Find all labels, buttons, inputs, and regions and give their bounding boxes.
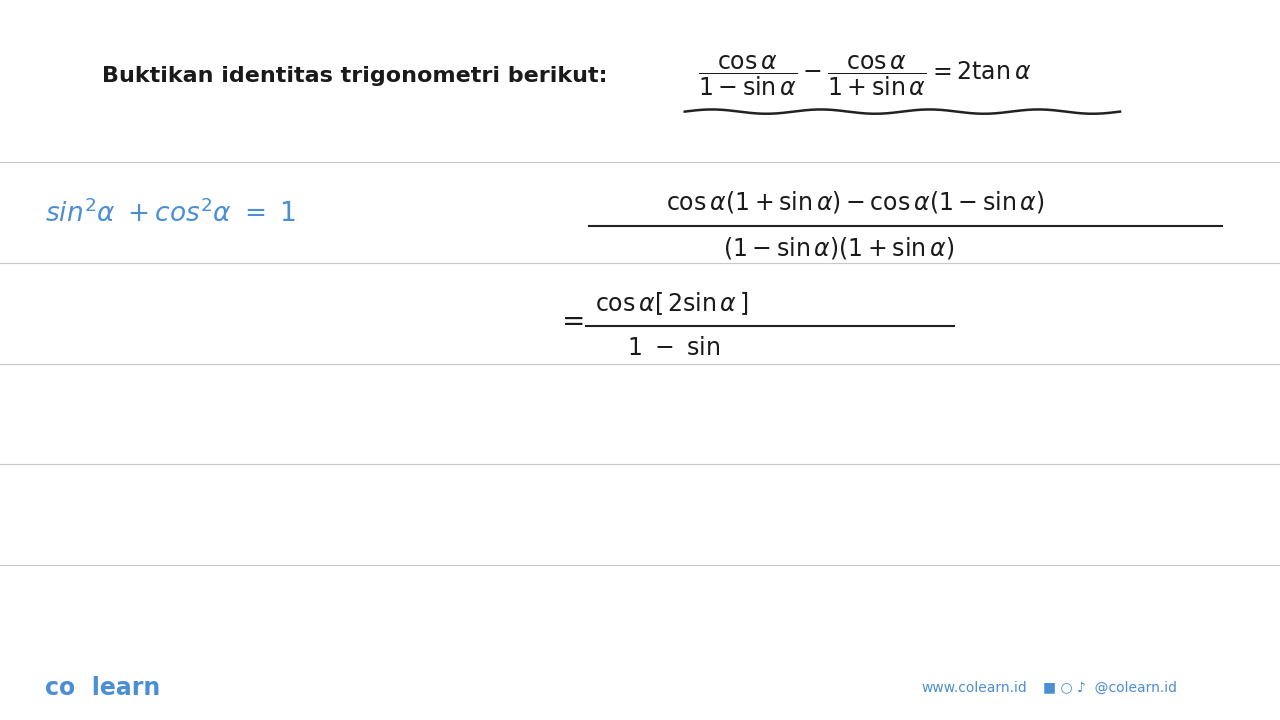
- Text: www.colearn.id: www.colearn.id: [922, 680, 1028, 695]
- Text: $\cos\alpha\left(1+\sin\alpha\right) - \cos\alpha\left(1 - \sin\alpha\right)$: $\cos\alpha\left(1+\sin\alpha\right) - \…: [666, 189, 1044, 215]
- Text: $\dfrac{\cos\alpha}{1-\sin\alpha} - \dfrac{\cos\alpha}{1+\sin\alpha} = 2\tan\alp: $\dfrac{\cos\alpha}{1-\sin\alpha} - \dfr…: [698, 53, 1030, 98]
- Text: $\mathit{sin}^{2}\mathit{\alpha}\ +\mathit{cos}^{2}\mathit{\alpha}\ =\ 1$: $\mathit{sin}^{2}\mathit{\alpha}\ +\math…: [45, 198, 296, 227]
- Text: $\cos\alpha\left[\,2\sin\alpha\,\right]$: $\cos\alpha\left[\,2\sin\alpha\,\right]$: [595, 290, 749, 318]
- Text: $1\ -\ \mathrm{sin}$: $1\ -\ \mathrm{sin}$: [627, 337, 721, 360]
- Text: co  learn: co learn: [45, 675, 160, 700]
- Text: $=$: $=$: [556, 307, 584, 334]
- Text: Buktikan identitas trigonometri berikut:: Buktikan identitas trigonometri berikut:: [102, 66, 608, 86]
- Text: $\left(1-\sin\alpha\right)\left(1+\sin\alpha\right)$: $\left(1-\sin\alpha\right)\left(1+\sin\a…: [723, 235, 955, 261]
- Text: ■ ○ ♪  @colearn.id: ■ ○ ♪ @colearn.id: [1043, 680, 1178, 695]
